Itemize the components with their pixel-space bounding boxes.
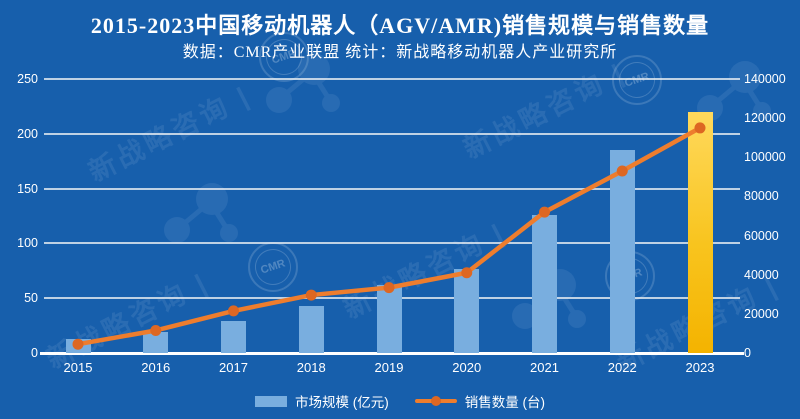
y-axis-right-label-20000: 20000 — [744, 306, 779, 321]
bar-2015 — [65, 338, 91, 353]
y-axis-right-label-100000: 100000 — [744, 150, 786, 165]
y-axis-left-label-100: 100 — [17, 236, 38, 251]
legend: 市场规模 (亿元) 销售数量 (台) — [0, 391, 800, 411]
y-axis-left-label-50: 50 — [24, 291, 38, 306]
y-axis-right-label-80000: 80000 — [744, 189, 779, 204]
watermark-text: 新战略咨询 | — [42, 266, 215, 375]
line-swatch-dot — [430, 396, 441, 406]
x-axis-label-2023: 2023 — [685, 360, 715, 375]
x-axis-label-2017: 2017 — [219, 360, 248, 375]
chart-title: 2015-2023中国移动机器人（AGV/AMR)销售规模与销售数量 — [90, 13, 710, 38]
x-axis-label-2015: 2015 — [63, 360, 93, 375]
bar-2022 — [609, 150, 635, 353]
y-axis-left-label-200: 200 — [17, 126, 38, 141]
line-point-2017 — [228, 305, 239, 317]
watermark-cmr-stamp: CMR — [248, 242, 298, 292]
bar-2019 — [376, 285, 402, 353]
x-axis-label-2016: 2016 — [141, 360, 171, 375]
y-axis-right-label-0: 0 — [744, 346, 751, 360]
legend-item-market-size: 市场规模 (亿元) — [255, 391, 389, 411]
x-axis-label-2020: 2020 — [452, 360, 482, 375]
y-axis-left-label-250: 250 — [17, 72, 38, 86]
gridline-200 — [44, 132, 740, 135]
y-axis-left-label-150: 150 — [17, 181, 38, 196]
x-axis-label-2019: 2019 — [374, 360, 404, 375]
watermark-cmr-stamp: CMR — [612, 55, 662, 105]
bar-series-swatch — [255, 395, 287, 407]
legend-label-sales-quantity: 销售数量 (台) — [464, 395, 545, 410]
bar-2016 — [143, 332, 169, 353]
chart-subtitle: 数据：CMR产业联盟 统计：新战略移动机器人产业研究所 — [182, 44, 618, 61]
bar-2017 — [221, 320, 246, 353]
y-axis-right-label-60000: 60000 — [744, 228, 779, 243]
y-axis-right-label-120000: 120000 — [744, 111, 786, 126]
watermark-cmr-stamp-text: CMR — [614, 57, 660, 103]
x-axis-label-2018: 2018 — [296, 360, 326, 375]
y-axis-right-label-140000: 140000 — [744, 72, 786, 86]
bar-2021 — [532, 214, 557, 353]
gridline-100 — [44, 242, 740, 245]
bar-2018 — [298, 306, 324, 353]
bar-2023 — [687, 111, 713, 353]
line-series-swatch — [414, 395, 457, 407]
y-axis-right-label-40000: 40000 — [744, 267, 779, 282]
watermark-text: 新战略咨询 | — [339, 216, 512, 325]
x-axis-label-2021: 2021 — [530, 360, 559, 375]
bar-2020 — [454, 268, 480, 353]
gridline-150 — [44, 187, 740, 190]
x-axis-line — [40, 352, 744, 355]
gridline-250 — [44, 78, 740, 80]
watermark-text: 新战略咨询 | — [84, 79, 257, 188]
watermark-text: 新战略咨询 | — [459, 56, 632, 165]
y-axis-left-label-0: 0 — [31, 346, 38, 360]
legend-label-market-size: 市场规模 (亿元) — [295, 395, 389, 410]
legend-item-sales-quantity: 销售数量 (台) — [414, 391, 545, 411]
x-axis-label-2022: 2022 — [607, 360, 637, 375]
watermark-cmr-stamp-text: CMR — [250, 244, 296, 290]
